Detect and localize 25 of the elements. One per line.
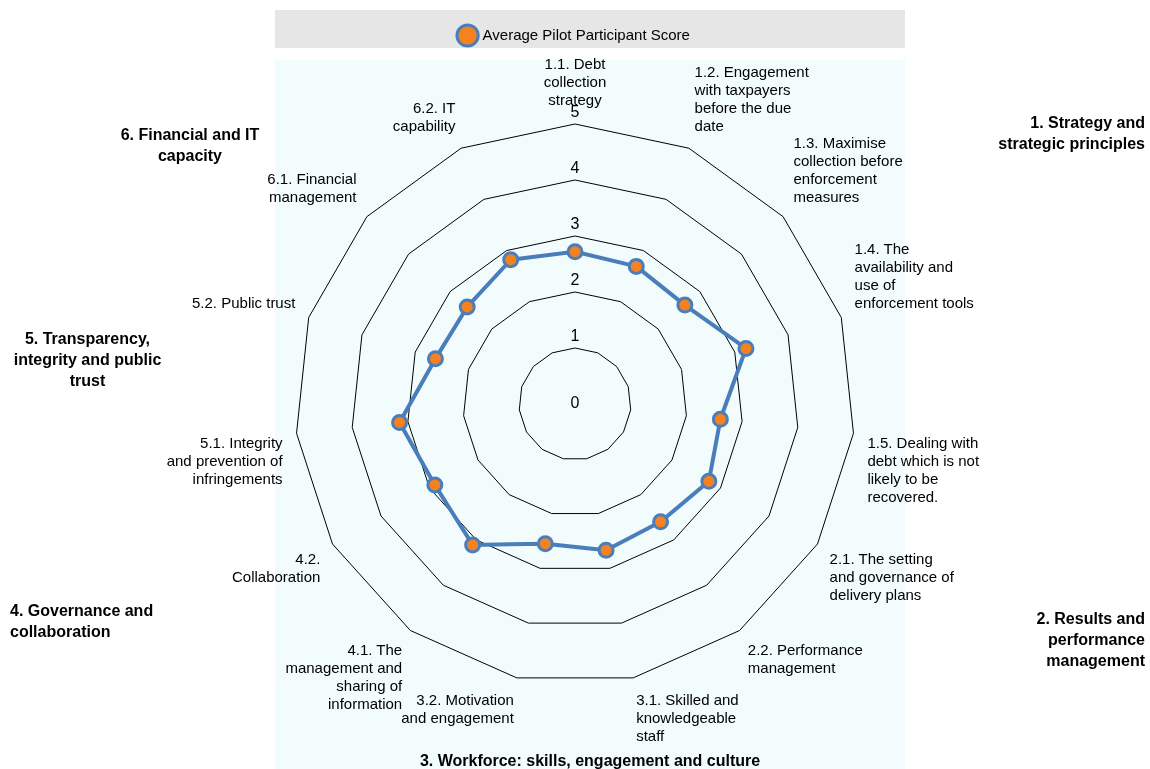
y-tick-label: 4 xyxy=(570,159,580,177)
legend-label: Average Pilot Participant Score xyxy=(482,25,690,43)
text: 4. Governance and collaboration xyxy=(10,601,155,642)
spoke-label: 2.2. Performance management xyxy=(747,640,863,676)
text: 3. Workforce: skills, engagement and culture xyxy=(418,751,762,769)
spoke-label: 3.2. Motivation and engagement xyxy=(401,690,515,726)
spoke-label: 5.2. Public trust xyxy=(192,294,297,312)
text: 1. Strategy and strategic principles xyxy=(997,113,1145,154)
y-tick-label: 0 xyxy=(570,394,580,412)
spoke-label: 1.5. Dealing with debt which is not likely to be recovered. xyxy=(867,433,980,505)
y-tick-label: 3 xyxy=(570,215,580,233)
y-tick-label: 1 xyxy=(570,327,580,345)
spoke-label: 5.1. Integrity and prevention of infringements xyxy=(166,433,284,487)
y-tick-label: 2 xyxy=(570,271,580,289)
spoke-label: 1.3. Maximise collection before enforcement measures xyxy=(793,134,903,206)
spoke-label: 6.2. IT capability xyxy=(392,98,456,134)
spoke-label: 1.4. The availability and use of enforcement tools xyxy=(854,240,974,312)
spoke-label: 4.2. Collaboration xyxy=(232,550,321,586)
text: 6. Financial and IT capacity xyxy=(119,125,261,166)
text: 5. Transparency, integrity and public trust xyxy=(12,329,163,391)
spoke-label: 1.2. Engagement with taxpayers before the due date xyxy=(693,62,810,134)
spoke-label: 3.1. Skilled and knowledgeable staff xyxy=(636,690,739,744)
text: 2. Results and performance management xyxy=(1035,609,1145,671)
spoke-label: 2.1. The setting and governance of delivery plans xyxy=(829,550,955,604)
spoke-label: 6.1. Financial management xyxy=(267,170,358,206)
